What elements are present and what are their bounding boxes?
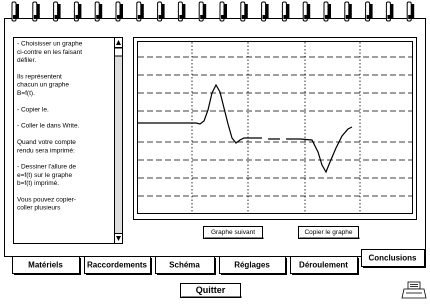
ring-hole bbox=[55, 15, 60, 19]
ring-hole bbox=[387, 15, 392, 19]
ring-hole bbox=[304, 15, 309, 19]
ring-hole bbox=[346, 15, 351, 19]
tab[interactable]: Raccordements bbox=[85, 257, 153, 276]
plot-area bbox=[138, 42, 413, 214]
instruction-line: chacun un graphe bbox=[17, 82, 69, 89]
instruction-line: b=f(t) imprimé. bbox=[17, 180, 59, 187]
instruction-line: Ils représentent bbox=[17, 74, 62, 81]
app-window: - Choisisser un grapheci-contre en les f… bbox=[0, 0, 430, 304]
ring-hole bbox=[200, 15, 205, 19]
ring-hole bbox=[242, 15, 247, 19]
quit-button[interactable]: Quitter bbox=[181, 284, 242, 299]
scrollbar[interactable] bbox=[115, 38, 123, 244]
ring-hole bbox=[159, 15, 164, 19]
instruction-line: - Choisisser un graphe bbox=[17, 41, 83, 48]
tab-label: Schéma bbox=[169, 261, 200, 270]
copy-graph-button[interactable]: Copier le graphe bbox=[299, 227, 360, 240]
ring-hole bbox=[179, 15, 184, 19]
instruction-line: - Coller le dans Write. bbox=[17, 123, 80, 130]
tab[interactable]: Réglages bbox=[220, 257, 288, 276]
tab-label: Réglages bbox=[234, 261, 270, 270]
ring-hole bbox=[263, 15, 268, 19]
tab-label: Matériels bbox=[28, 261, 63, 270]
printer-icon[interactable] bbox=[402, 282, 426, 298]
ring-hole bbox=[221, 15, 226, 19]
tab[interactable]: Schéma bbox=[156, 257, 217, 276]
ring-hole bbox=[75, 15, 80, 19]
tab-label: Conclusions bbox=[368, 254, 417, 263]
next-graph-button[interactable]: Graphe suivant bbox=[204, 227, 264, 240]
ring-hole bbox=[138, 15, 143, 19]
instruction-line: Quand votre compte bbox=[17, 139, 76, 146]
instruction-line: ci-contre en les faisant bbox=[17, 49, 82, 56]
button-label: Quitter bbox=[196, 285, 226, 295]
ring-hole bbox=[408, 15, 413, 19]
tab[interactable]: Conclusions bbox=[362, 250, 427, 269]
ring-hole bbox=[117, 15, 122, 19]
instruction-line: - Dessiner l'allure de bbox=[17, 164, 76, 171]
instruction-line: B=f(t). bbox=[17, 90, 35, 97]
instruction-line: - Copier le. bbox=[17, 106, 49, 113]
instruction-line: e=f(t) sur le graphe bbox=[17, 172, 72, 179]
tab-label: Raccordements bbox=[87, 261, 148, 270]
instruction-line: Vous pouvez copier- bbox=[17, 197, 76, 204]
tab[interactable]: Matériels bbox=[13, 257, 82, 276]
ring-hole bbox=[325, 15, 330, 19]
ring-hole bbox=[96, 15, 101, 19]
tab[interactable]: Déroulement bbox=[291, 257, 360, 276]
tab-label: Déroulement bbox=[299, 261, 348, 270]
instruction-line: rendu sera imprimé: bbox=[17, 147, 75, 154]
button-label: Copier le graphe bbox=[304, 229, 352, 236]
instruction-line: défiler. bbox=[17, 57, 36, 64]
ring-hole bbox=[13, 15, 18, 19]
ring-hole bbox=[283, 15, 288, 19]
instruction-line: coller plusieurs bbox=[17, 205, 61, 212]
ring-hole bbox=[34, 15, 39, 19]
button-label: Graphe suivant bbox=[211, 229, 255, 236]
ring-hole bbox=[367, 15, 372, 19]
